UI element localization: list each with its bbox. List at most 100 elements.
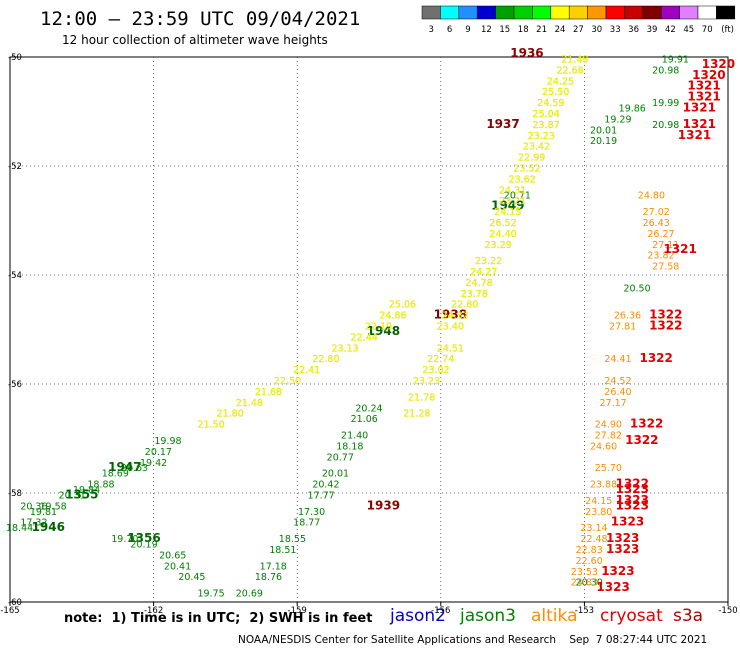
legend-altika: altika xyxy=(531,606,578,626)
data-point-label: 20.19 xyxy=(590,136,617,147)
data-point-label: 1323 xyxy=(616,493,649,507)
data-point-label: 23.53 xyxy=(571,567,598,578)
colorbar-label: 45 xyxy=(683,25,694,35)
data-point-label: 18.44 xyxy=(6,523,33,534)
data-point-label: 20.71 xyxy=(504,191,531,202)
data-point-label: 21.28 xyxy=(403,409,430,420)
data-point-label: 20.30 xyxy=(576,578,603,589)
data-point-label: 26.52 xyxy=(489,218,516,229)
data-point-label: 1321 xyxy=(683,117,716,131)
data-point-label: 1322 xyxy=(625,433,658,447)
credit-line: NOAA/NESDIS Center for Satellite Applica… xyxy=(238,634,708,646)
data-point-label: 18.77 xyxy=(293,518,320,529)
y-tick-label: -56 xyxy=(8,380,22,390)
data-point-label: 1323 xyxy=(606,542,639,556)
data-point-label: 1939 xyxy=(367,498,400,512)
data-point-label: 1322 xyxy=(639,351,672,365)
data-point-label: 23.88 xyxy=(590,480,617,491)
data-point-label: 22.80 xyxy=(312,354,339,365)
data-point-label: 22.19 xyxy=(365,322,392,333)
data-point-label: 24.25 xyxy=(547,76,574,87)
data-point-label: 1946 xyxy=(32,520,65,534)
data-point-label: 1321 xyxy=(678,128,711,142)
data-point-label: 19.91 xyxy=(662,54,689,65)
data-point-label: 23.22 xyxy=(475,256,502,267)
data-point-label: 19.84 xyxy=(73,485,100,496)
data-point-label: 26.36 xyxy=(614,311,641,322)
data-point-label: 24.27 xyxy=(470,267,497,278)
data-point-label: 17.30 xyxy=(298,507,325,518)
data-point-label: 23.29 xyxy=(485,240,512,251)
data-point-label: 1323 xyxy=(601,564,634,578)
data-point-label: 1947 xyxy=(108,460,141,474)
colorbar-label: 42 xyxy=(665,25,676,35)
data-point-label: 22.80 xyxy=(451,300,478,311)
data-point-label: 25.06 xyxy=(389,300,416,311)
colorbar-label: 12 xyxy=(481,25,492,35)
x-tick-label: -159 xyxy=(288,606,307,616)
data-point-label: 27.02 xyxy=(643,207,670,218)
data-point-label: 24.51 xyxy=(437,343,464,354)
data-point-label: 26.27 xyxy=(647,229,674,240)
data-point-label: 24.31 xyxy=(499,185,526,196)
data-point-label: 22.99 xyxy=(518,153,545,164)
data-point-label: 24.32 xyxy=(442,311,469,322)
color-scale-bar: 3 6 9 12 15 18 21 24 27 30 33 36 39 42 45 70 (ft) xyxy=(421,5,736,35)
data-point-label: 1320 xyxy=(692,68,725,82)
data-point-label: 23.87 xyxy=(533,120,560,131)
data-point-label: 19.42 xyxy=(140,458,167,469)
data-point-label: 24.15 xyxy=(585,496,612,507)
data-point-label: 27.82 xyxy=(595,431,622,442)
colorbar-label: 9 xyxy=(465,25,470,35)
data-point-label: 23.82 xyxy=(647,251,674,262)
data-point-label: 19.98 xyxy=(154,436,181,447)
data-point-label: 24.15 xyxy=(494,207,521,218)
data-point-label: 20.01 xyxy=(322,469,349,480)
page-title: 12:00 — 23:59 UTC 09/04/2021 xyxy=(40,8,361,30)
data-point-label: 22.48 xyxy=(580,534,607,545)
data-point-label: 1323 xyxy=(616,498,649,512)
data-point-label: 23.23 xyxy=(528,131,555,142)
data-point-label: 19.81 xyxy=(30,507,57,518)
x-tick-label: -156 xyxy=(431,606,450,616)
data-point-label: 1323 xyxy=(596,580,629,594)
data-point-label: 24.80 xyxy=(638,191,665,202)
data-point-label: 21.40 xyxy=(341,431,368,442)
data-point-label: 27.81 xyxy=(609,322,636,333)
data-point-label: 23.02 xyxy=(422,365,449,376)
y-tick-label: -50 xyxy=(8,53,22,63)
data-point-label: 19.86 xyxy=(619,104,646,115)
data-point-label: 20.01 xyxy=(590,125,617,136)
data-point-label: 20.63 xyxy=(121,463,148,474)
data-point-label: 20.98 xyxy=(652,120,679,131)
data-point-label: 17.18 xyxy=(260,561,287,572)
colorbar-swatch xyxy=(716,5,736,20)
colorbar-label: 70 xyxy=(702,25,713,35)
data-point-label: 23.23 xyxy=(413,376,440,387)
data-point-label: 1321 xyxy=(687,90,720,104)
data-point-label: 24.59 xyxy=(537,98,564,109)
data-point-label: 22.60 xyxy=(576,556,603,567)
data-point-label: 22.68 xyxy=(556,65,583,76)
data-point-label: 1323 xyxy=(606,531,639,545)
data-point-label: 24.78 xyxy=(465,278,492,289)
data-point-label: 18.18 xyxy=(336,441,363,452)
x-tick-label: -162 xyxy=(144,606,163,616)
data-point-label: 24.86 xyxy=(379,311,406,322)
data-point-label: 1320 xyxy=(702,57,735,71)
data-point-label: 1322 xyxy=(616,477,649,491)
data-point-label: 1936 xyxy=(510,46,543,60)
legend-jason2: jason2 xyxy=(390,606,446,626)
data-point-label: 20.77 xyxy=(327,452,354,463)
page-subtitle: 12 hour collection of altimeter wave hei… xyxy=(62,33,328,47)
x-tick-label: -153 xyxy=(575,606,594,616)
data-point-label: 23.40 xyxy=(437,322,464,333)
legend-cryosat: cryosat xyxy=(600,606,663,626)
colorbar-label: 39 xyxy=(647,25,658,35)
data-point-label: 25.50 xyxy=(542,87,569,98)
x-tick-label: -165 xyxy=(0,606,19,616)
data-point-label: 1322 xyxy=(649,308,682,322)
data-point-label: 20.98 xyxy=(652,65,679,76)
y-tick-label: -54 xyxy=(8,271,22,281)
x-tick-label: -150 xyxy=(718,606,737,616)
